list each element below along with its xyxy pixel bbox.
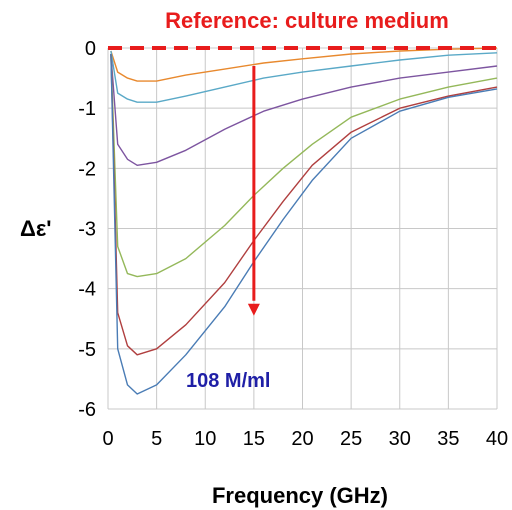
- y-tick-label: -3: [78, 219, 96, 241]
- x-axis-title: Frequency (GHz): [212, 483, 388, 508]
- y-tick-label: -1: [78, 98, 96, 120]
- grid: [107, 47, 498, 410]
- y-tick-label: -6: [78, 399, 96, 421]
- x-tick-label: 40: [486, 428, 508, 450]
- series-line-4: [110, 53, 498, 278]
- y-tick-label: -5: [78, 339, 96, 361]
- y-tick-label: -4: [78, 279, 96, 301]
- y-tick-label: 0: [85, 38, 96, 60]
- series-line-6: [110, 53, 498, 395]
- series-line-1: [110, 47, 498, 82]
- x-tick-label: 30: [389, 428, 411, 450]
- series-group: [110, 47, 498, 395]
- x-tick-label: 25: [340, 428, 362, 450]
- series-line-5: [110, 53, 498, 356]
- ticks-group: 0 5 10 15 20 25 30 35 40 0 -1 -2 -3 -4 -5 -6: [78, 38, 508, 450]
- series-line-2: [110, 50, 498, 103]
- x-tick-label: 5: [151, 428, 162, 450]
- arrow-head: [247, 303, 260, 316]
- series-line-3: [110, 53, 498, 166]
- reference-annotation: Reference: culture medium: [165, 8, 449, 33]
- x-tick-label: 35: [437, 428, 459, 450]
- x-tick-label: 0: [102, 428, 113, 450]
- x-tick-label: 10: [194, 428, 216, 450]
- x-tick-label: 20: [291, 428, 313, 450]
- y-tick-label: -2: [78, 158, 96, 180]
- y-axis-title: Δε': [20, 216, 52, 241]
- x-tick-label: 15: [243, 428, 265, 450]
- concentration-annotation: 108 M/ml: [186, 370, 270, 392]
- arrow-group: [247, 66, 260, 316]
